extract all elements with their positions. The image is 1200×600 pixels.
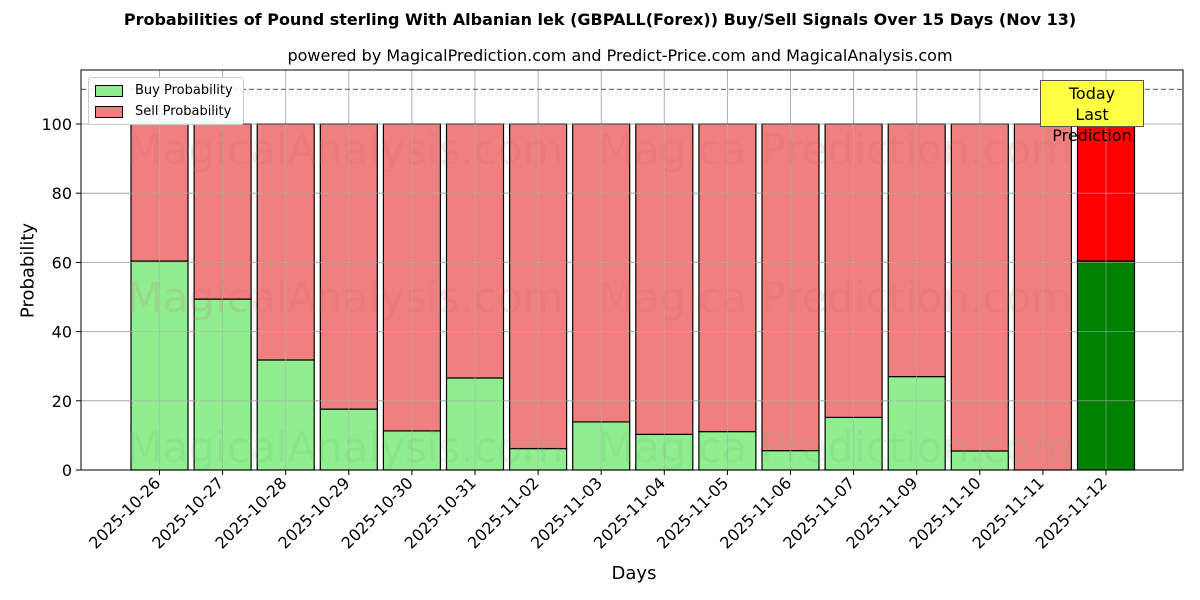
y-axis-label: Probability [17, 222, 39, 319]
watermark: MagicalAnalysis.com [127, 125, 564, 174]
legend: Buy Probability Sell Probability [88, 77, 244, 125]
sell-swatch [95, 105, 123, 118]
chart-title: Probabilities of Pound sterling With Alb… [123, 10, 1077, 29]
legend-buy-label: Buy Probability [135, 83, 233, 98]
watermark: Magica Prediction.com [598, 125, 1072, 174]
watermark: MagicalAnalysis.com [127, 423, 564, 472]
y-tick-label: 80 [52, 184, 72, 203]
y-tick-label: 20 [52, 392, 72, 411]
annotation-line1: Today [1068, 84, 1116, 103]
buy-swatch [95, 84, 123, 97]
y-tick-label: 60 [52, 253, 72, 272]
y-tick-label: 0 [62, 461, 72, 480]
today-annotation: Today Last Prediction [1040, 80, 1144, 145]
annotation-line2: Last Prediction [1052, 105, 1132, 145]
watermark: Magica Prediction.com [598, 423, 1072, 472]
y-tick-label: 40 [52, 323, 72, 342]
watermark: MagicalAnalysis.com [127, 273, 564, 322]
legend-item-sell: Sell Probability [95, 104, 231, 119]
chart-subtitle: powered by MagicalPrediction.com and Pre… [287, 46, 953, 65]
legend-sell-label: Sell Probability [135, 104, 232, 119]
legend-item-buy: Buy Probability [95, 83, 233, 98]
y-tick-label: 100 [41, 115, 72, 134]
watermark: Magica Prediction.com [598, 273, 1072, 322]
x-axis-label: Days [611, 563, 657, 584]
